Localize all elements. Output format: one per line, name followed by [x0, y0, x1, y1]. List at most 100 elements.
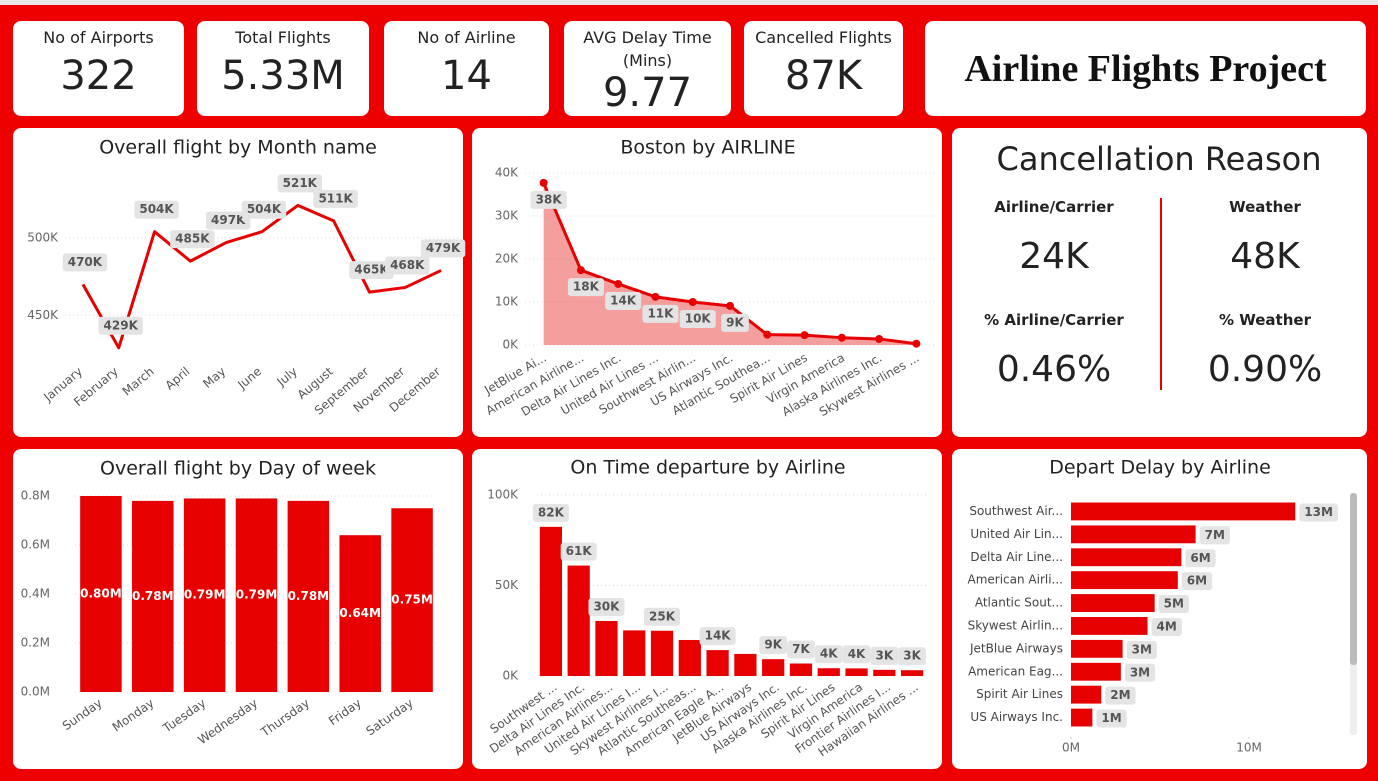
panel — [13, 128, 463, 437]
point — [539, 178, 548, 187]
bar — [845, 668, 868, 676]
data-label-box — [605, 291, 642, 310]
kpi-label: No of Airports — [43, 28, 154, 47]
y-tick-label: Spirit Air Lines — [976, 687, 1063, 701]
data-label: 479K — [426, 241, 461, 255]
bar — [1071, 548, 1182, 567]
kpi-card: Cancelled Flights 87K — [744, 21, 903, 116]
x-tick-label: May — [200, 364, 228, 391]
kpi-value: 5.33M — [221, 53, 345, 99]
data-label-box — [1199, 526, 1230, 545]
chart-title: Overall flight by Day of week — [100, 458, 376, 480]
bar — [1071, 617, 1148, 635]
bar — [1071, 525, 1196, 544]
data-label: 497K — [211, 213, 246, 227]
y-tick-label: 0K — [502, 338, 519, 352]
point — [912, 339, 921, 348]
data-label: 5M — [1164, 597, 1184, 611]
data-label: 1M — [1101, 711, 1121, 725]
data-label-box — [1158, 595, 1189, 614]
y-tick-label: 0K — [502, 669, 519, 683]
data-label: 0.64M — [339, 606, 381, 620]
point — [576, 266, 585, 275]
data-label-box — [1126, 640, 1157, 659]
data-label-box — [170, 230, 215, 249]
y-tick-label: 10K — [495, 295, 519, 309]
reason-label: Weather — [1229, 198, 1301, 216]
reason-label: % Weather — [1219, 311, 1311, 329]
kpi-label: No of Airline — [417, 28, 516, 47]
kpi-card: Total Flights 5.33M — [197, 21, 369, 116]
data-label-box — [642, 304, 679, 323]
data-label-box — [134, 200, 179, 219]
data-label-box — [721, 313, 749, 332]
bar — [132, 500, 174, 692]
data-label: 6M — [1190, 551, 1210, 565]
bar — [650, 630, 674, 676]
bar — [734, 653, 757, 676]
y-tick-label: 100K — [487, 488, 519, 502]
scrollbar-thumb[interactable] — [1350, 493, 1357, 665]
data-label-box — [1096, 709, 1127, 728]
divider — [1160, 198, 1162, 390]
bar — [80, 496, 122, 692]
bar — [1071, 571, 1178, 590]
kpi-card: No of Airline 14 — [384, 21, 549, 116]
kpi-value: 14 — [441, 53, 492, 99]
data-label-box — [420, 239, 466, 258]
data-label-box — [1105, 686, 1136, 705]
data-label: 468K — [390, 258, 425, 272]
bar — [706, 650, 729, 676]
data-label-box — [532, 503, 569, 522]
y-tick-label: 40K — [495, 166, 519, 180]
y-tick-label: JetBlue Airways — [969, 641, 1063, 655]
chart-title: On Time departure by Airline — [570, 457, 845, 479]
data-label-box — [98, 316, 143, 335]
reason-value: 0.90% — [1207, 349, 1323, 390]
reason-label: % Airline/Carrier — [984, 311, 1124, 329]
reason-value: 24K — [1019, 236, 1089, 277]
y-tick-label: American Airli... — [967, 573, 1063, 587]
data-label: 18K — [573, 280, 600, 294]
scrollbar[interactable] — [1350, 493, 1357, 735]
data-label-box — [644, 607, 681, 626]
x-tick-label: Saturday — [363, 696, 415, 738]
kpi-label: Total Flights — [235, 28, 331, 47]
y-tick-label: Southwest Air... — [969, 504, 1063, 518]
x-tick-label: Monday — [110, 696, 157, 735]
data-label: 3M — [1130, 665, 1150, 679]
reason-value: 0.46% — [996, 349, 1112, 390]
data-label: 521K — [283, 176, 318, 190]
reason-value: 48K — [1230, 236, 1300, 277]
data-label-box — [530, 190, 567, 209]
point — [763, 330, 772, 339]
data-label-box — [241, 200, 287, 219]
data-label: 61K — [566, 544, 593, 558]
data-label: 14K — [610, 293, 637, 307]
data-label-box — [898, 647, 926, 666]
data-label-box — [842, 645, 871, 664]
data-label-box — [1185, 549, 1216, 568]
ribbon-strip — [0, 0, 1378, 5]
data-label: 14K — [705, 629, 732, 643]
chart-title: Boston by AIRLINE — [620, 137, 795, 159]
bar — [762, 659, 785, 676]
data-label: 3K — [875, 648, 893, 662]
data-label-box — [206, 211, 251, 230]
reason-label: Airline/Carrier — [994, 198, 1114, 216]
x-tick-label: Tuesday — [160, 696, 209, 736]
bar — [873, 669, 896, 676]
data-label: 4M — [1157, 619, 1177, 633]
data-label-box — [1151, 617, 1182, 636]
data-label-box — [313, 189, 358, 208]
y-tick-label: 0.6M — [21, 538, 50, 552]
y-tick-label: American Eag... — [968, 664, 1063, 678]
bar — [235, 498, 278, 692]
data-label: 485K — [175, 232, 210, 246]
data-label: 25K — [649, 609, 676, 623]
data-label: 82K — [538, 505, 565, 519]
dashboard-title: Airline Flights Project — [925, 21, 1366, 116]
y-tick-label: 20K — [495, 252, 519, 266]
x-tick-label: Thursday — [258, 696, 313, 740]
data-label: 504K — [247, 202, 282, 216]
